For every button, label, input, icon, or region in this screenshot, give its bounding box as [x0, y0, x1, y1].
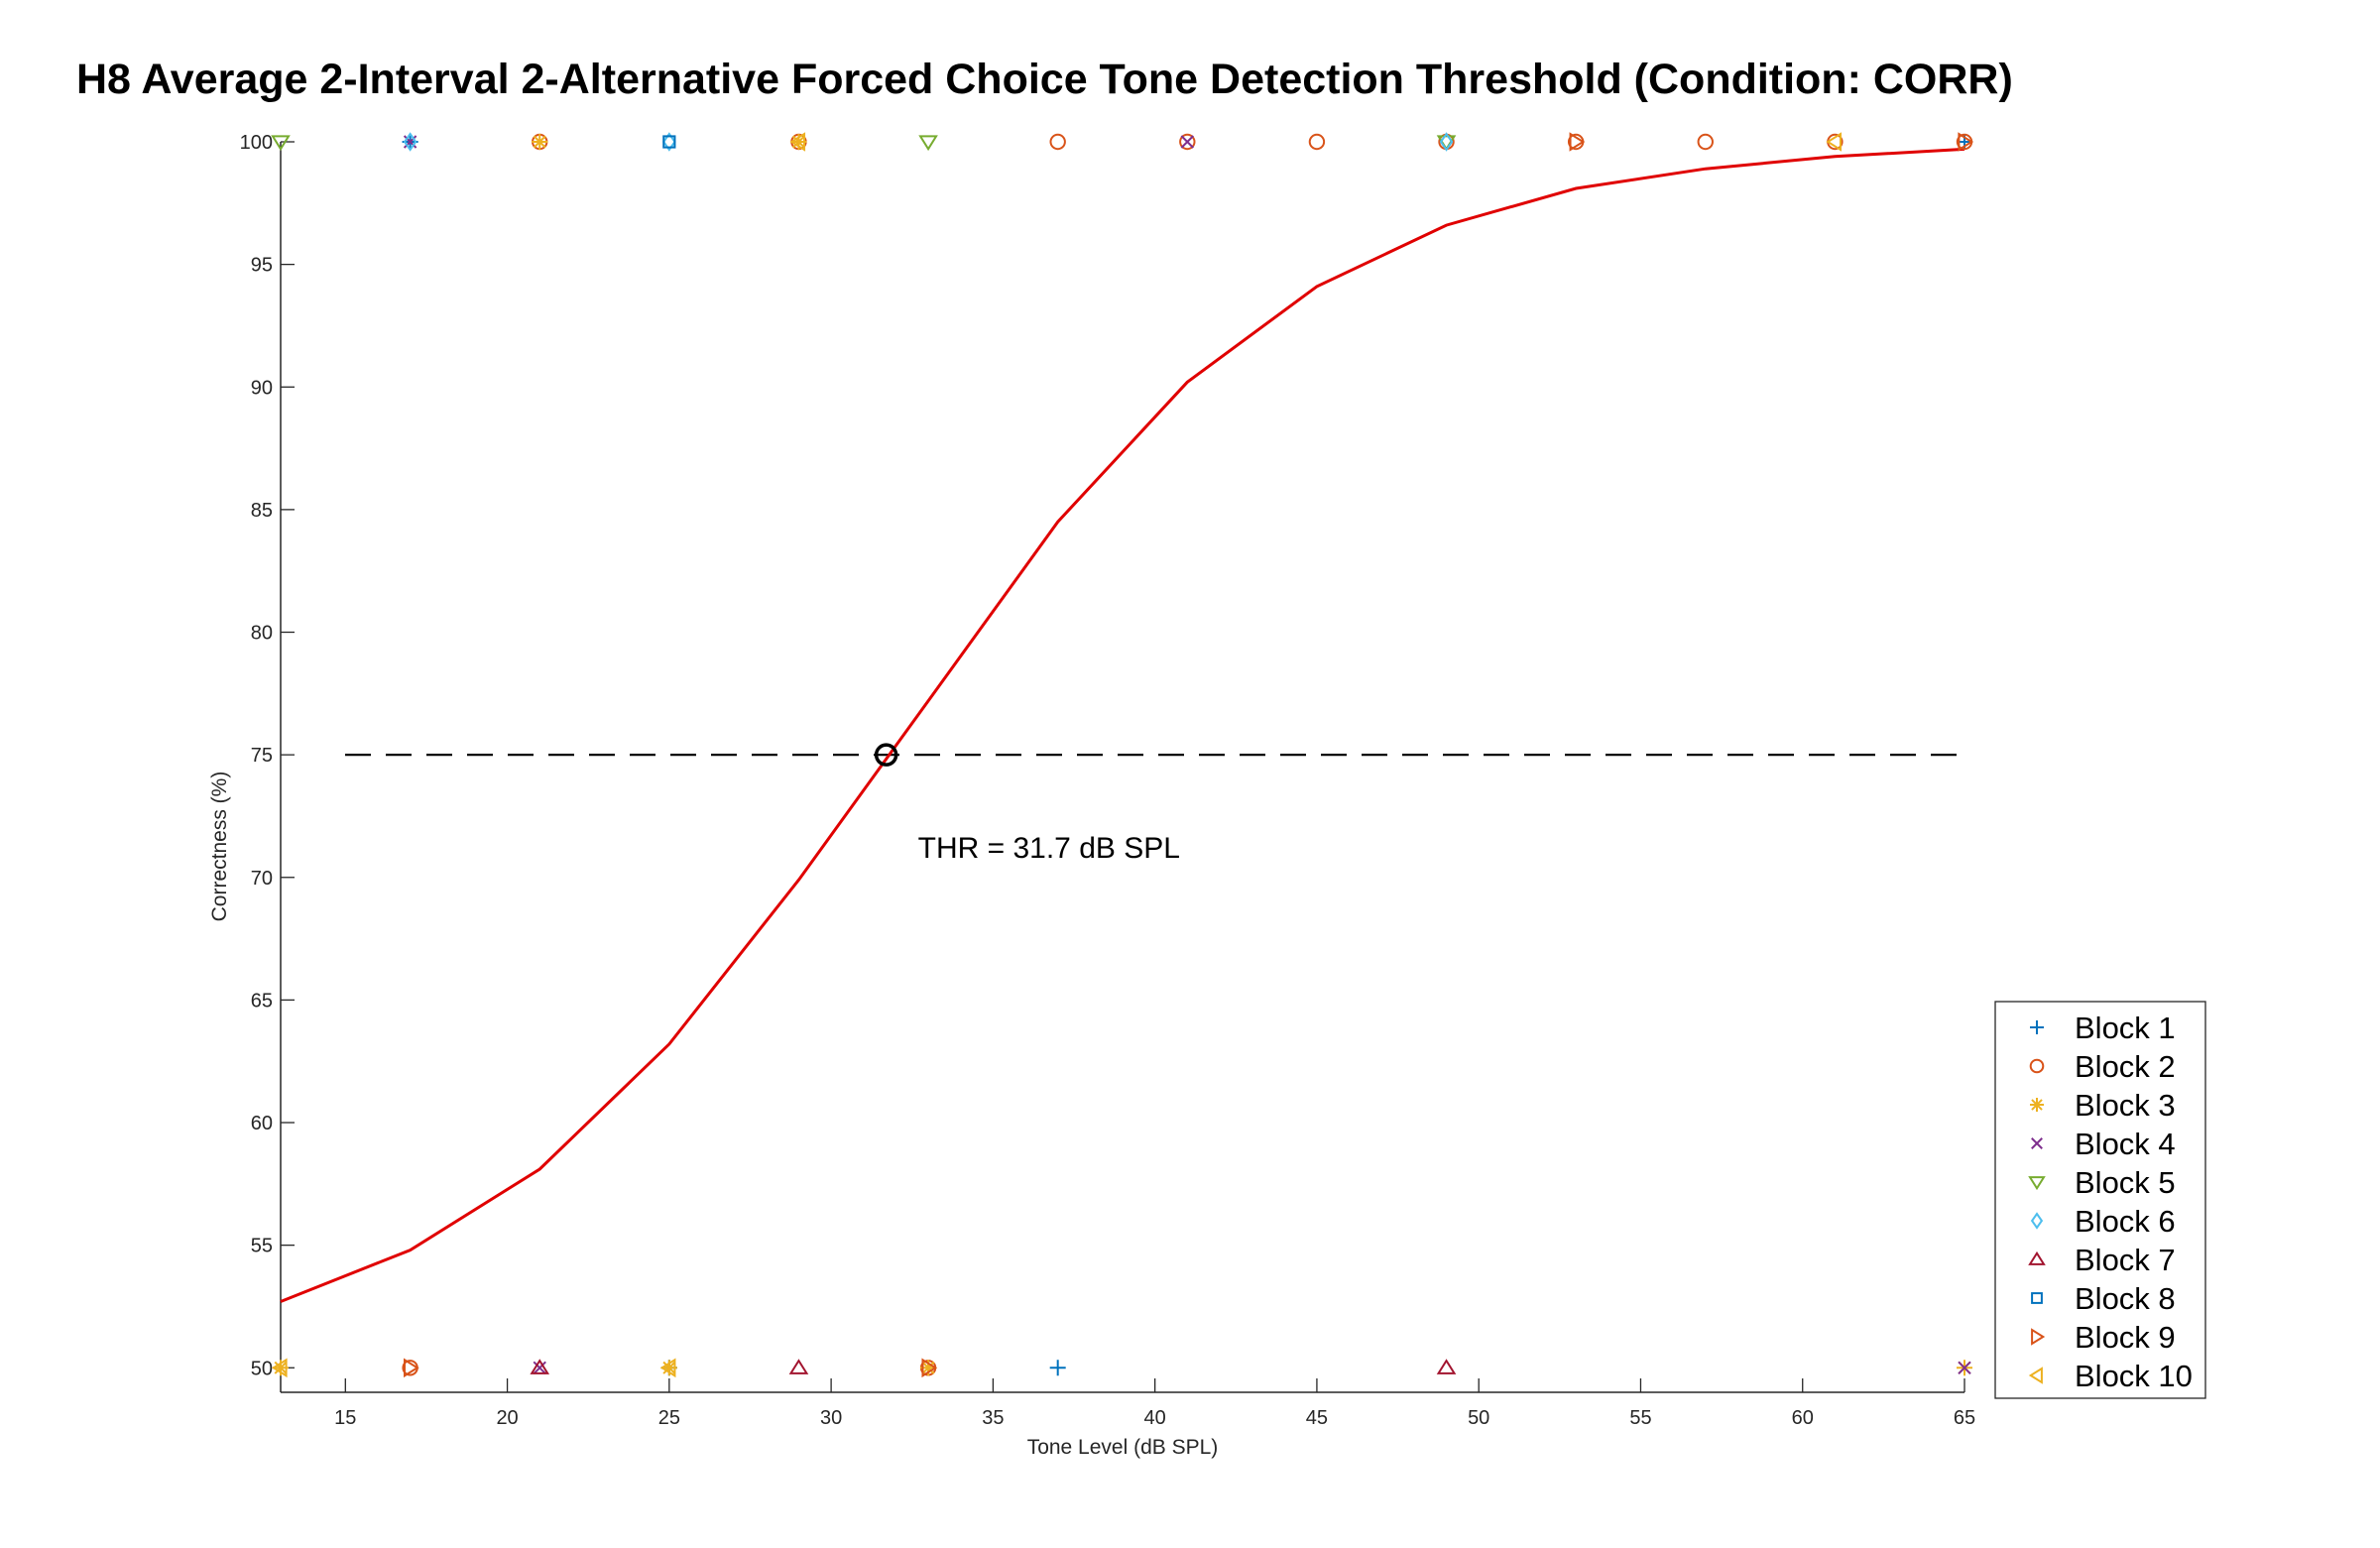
legend-label: Block 3	[2075, 1088, 2176, 1123]
block-3-point	[273, 1360, 289, 1376]
legend-marker	[2028, 1176, 2046, 1191]
y-tick-label: 50	[251, 1358, 273, 1379]
block-6-point	[662, 132, 676, 152]
legend-marker	[2030, 1020, 2044, 1034]
psychometric-fit-curve	[280, 147, 1965, 1303]
x-tick-label: 15	[334, 1407, 356, 1429]
block-9-point	[1958, 132, 1974, 152]
block-7-point	[788, 1359, 809, 1374]
x-tick-label: 40	[1144, 1407, 1166, 1429]
block-8-point	[662, 135, 676, 149]
legend-marker	[2030, 1212, 2044, 1230]
y-tick-label: 80	[251, 623, 273, 645]
block-9-point	[921, 1358, 938, 1378]
block-6-point	[403, 132, 417, 152]
block-5-point	[271, 135, 291, 152]
legend-marker	[2031, 1137, 2043, 1149]
y-tick-label: 85	[251, 500, 273, 522]
data-markers	[271, 132, 1974, 1378]
x-tick-label: 60	[1792, 1407, 1814, 1429]
legend-marker	[2031, 1292, 2043, 1304]
annotations: THR = 31.7 dB SPL	[874, 743, 1180, 865]
legend-marker	[2029, 1058, 2045, 1074]
threshold-annotation: THR = 31.7 dB SPL	[918, 832, 1180, 865]
block-3-point	[532, 134, 548, 150]
block-2-point	[1308, 133, 1326, 151]
y-tick-label: 70	[251, 868, 273, 890]
block-3-point	[790, 134, 807, 150]
y-axis-label: Correctness (%)	[208, 772, 231, 922]
legend-marker	[2030, 1098, 2044, 1112]
block-9-point	[404, 1358, 419, 1378]
block-10-point	[659, 1358, 676, 1378]
block-10-point	[789, 132, 806, 152]
legend-marker	[2028, 1250, 2046, 1265]
x-tick-label: 45	[1306, 1407, 1328, 1429]
x-tick-label: 65	[1954, 1407, 1975, 1429]
legend-label: Block 1	[2075, 1011, 2176, 1045]
block-2-point	[1049, 133, 1066, 151]
legend-label: Block 10	[2075, 1359, 2193, 1393]
legend-marker	[2031, 1328, 2046, 1346]
legend: Block 1 Block 2 Block 3 Block 4 Block 5 Block…	[1994, 1001, 2206, 1399]
block-7-point	[530, 1359, 550, 1374]
legend-label: Block 7	[2075, 1243, 2176, 1277]
block-3-point	[920, 1360, 937, 1376]
block-6-point	[1439, 132, 1454, 152]
x-tick-label: 50	[1468, 1407, 1489, 1429]
legend-label: Block 8	[2075, 1281, 2176, 1316]
x-tick-label: 20	[496, 1407, 518, 1429]
legend-label: Block 4	[2075, 1127, 2176, 1161]
y-tick-label: 95	[251, 255, 273, 277]
block-4-point	[1958, 1361, 1971, 1374]
y-tick-label: 100	[240, 132, 273, 154]
chart-title: H8 Average 2-Interval 2-Alternative Forc…	[76, 56, 2013, 103]
threshold-marker	[874, 743, 898, 767]
block-4-point	[1180, 135, 1195, 149]
legend-label: Block 9	[2075, 1320, 2176, 1355]
block-9-point	[1569, 132, 1586, 152]
y-tick-label: 60	[251, 1113, 273, 1134]
x-tick-label: 30	[820, 1407, 842, 1429]
block-4-point	[533, 1361, 546, 1374]
x-axis-label: Tone Level (dB SPL)	[1027, 1436, 1219, 1459]
y-tick-label: 90	[251, 377, 273, 399]
x-tick-label: 25	[658, 1407, 680, 1429]
legend-marker	[2028, 1367, 2043, 1384]
x-tick-label: 35	[982, 1407, 1004, 1429]
block-7-point	[1436, 1359, 1457, 1374]
block-2-point	[1179, 133, 1196, 151]
block-10-point	[1826, 132, 1842, 152]
y-tick-label: 65	[251, 990, 273, 1012]
legend-label: Block 5	[2075, 1165, 2176, 1200]
block-1-point	[1049, 1360, 1066, 1376]
legend-label: Block 6	[2075, 1204, 2176, 1239]
block-5-point	[918, 135, 938, 152]
fit-curve-layer	[280, 147, 1965, 1303]
axes: 15 20 25 30 35 40 45 50 55 60 65 50 55 60 65 70 75 80 85 90…	[208, 132, 1975, 1459]
block-2-point	[1697, 133, 1714, 151]
y-tick-label: 55	[251, 1236, 273, 1257]
block-3-point	[660, 1360, 677, 1376]
block-10-point	[271, 1358, 288, 1378]
y-tick-label: 75	[251, 745, 273, 767]
legend-label: Block 2	[2075, 1049, 2176, 1084]
x-tick-label: 55	[1629, 1407, 1651, 1429]
